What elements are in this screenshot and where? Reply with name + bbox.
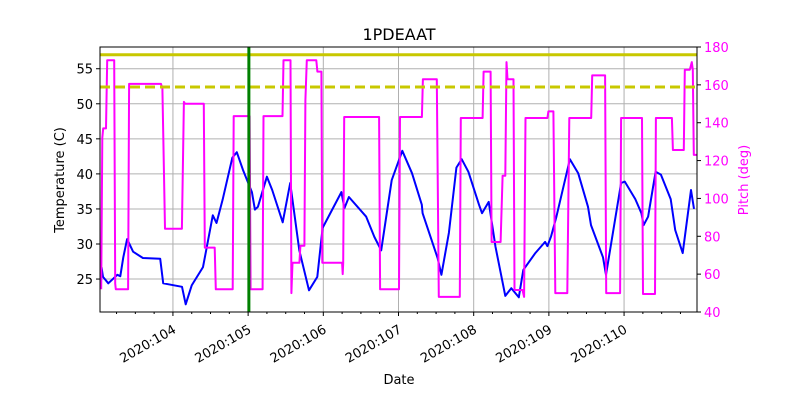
y2-tick-label: 60 (704, 268, 721, 283)
chart-title: 1PDEAAT (362, 25, 435, 44)
y2-tick-label: 40 (704, 306, 721, 321)
y2-tick-label: 80 (704, 230, 721, 245)
x-tick-label: 2020:105 (193, 322, 254, 366)
x-tick-label: 2020:110 (569, 322, 630, 366)
marks (100, 47, 697, 312)
axes: 2020:104 2020:105 2020:106 2020:107 2020:108… (76, 41, 728, 367)
x-tick-label: 2020:107 (343, 322, 404, 366)
y-tick-label: 35 (76, 203, 93, 218)
y-tick-label: 55 (76, 63, 93, 78)
y2-tick-label: 100 (704, 192, 729, 207)
y-tick-label: 40 (76, 168, 93, 183)
y2-tick-label: 180 (704, 41, 729, 56)
x-axis-label: Date (383, 373, 414, 388)
y-tick-label: 30 (76, 238, 93, 253)
pitch-series-line (100, 59, 697, 298)
y2-axis-label: Pitch (deg) (737, 145, 752, 215)
y-tick-label: 25 (76, 273, 93, 288)
y-tick-label: 50 (76, 98, 93, 113)
x-tick-label: 2020:104 (117, 322, 178, 366)
x-tick-label: 2020:109 (493, 322, 554, 366)
temperature-series-line (100, 149, 695, 306)
y-axis-label: Temperature (C) (53, 127, 68, 234)
grid (100, 47, 697, 312)
y2-tick-label: 120 (704, 155, 729, 170)
y2-tick-label: 140 (704, 117, 729, 132)
y-tick-label: 45 (76, 133, 93, 148)
x-tick-label: 2020:106 (268, 322, 329, 366)
y2-tick-label: 160 (704, 79, 729, 94)
x-tick-label: 2020:108 (418, 322, 479, 366)
